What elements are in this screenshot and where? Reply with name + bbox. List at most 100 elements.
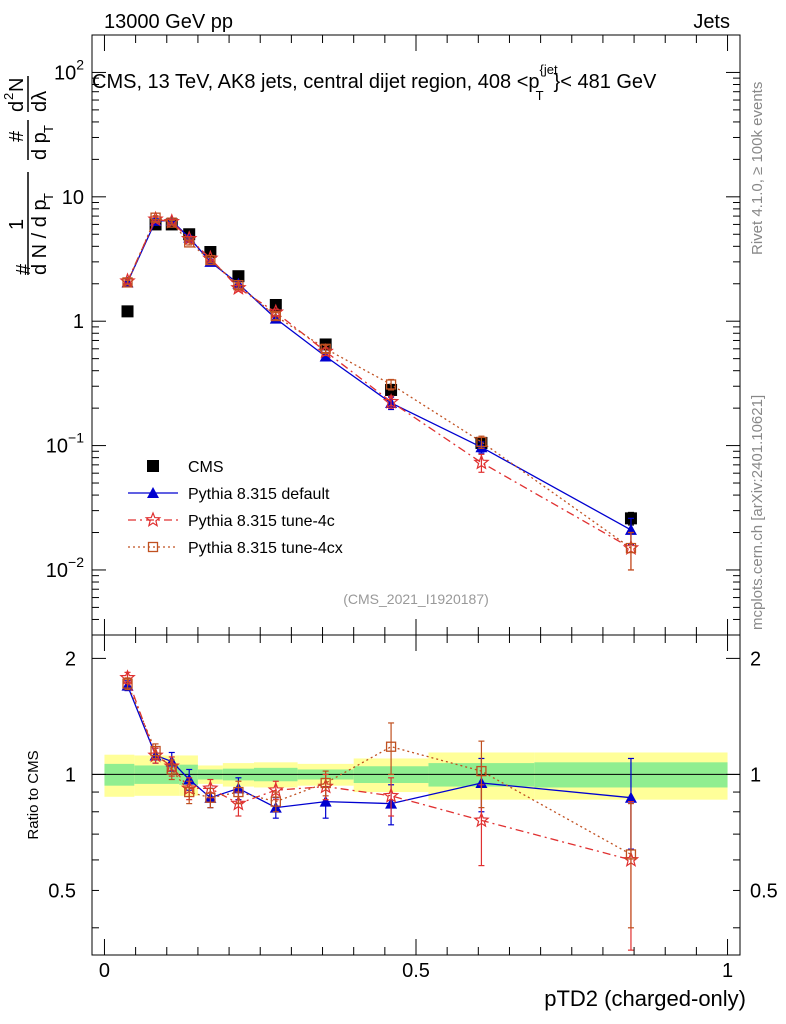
main-ytick-label-exp: 2 [76,56,84,72]
ylabel-dlambda: dλ [29,91,51,112]
x-tick-label-0: 0 [99,960,110,982]
ratio-ytick-label-right-1: 1 [750,764,761,786]
main-series [119,210,640,571]
legend-marker-0 [147,460,159,472]
ylabel-t-2: T [41,125,56,133]
header-left: 13000 GeV pp [104,11,233,33]
ylabel-dpt: d p [29,132,51,160]
ratio-point-2-9 [476,765,487,777]
legend-label-2: Pythia 8.315 tune-4c [188,513,335,530]
legend-marker-3 [147,541,159,553]
main-point-3-3 [184,237,195,248]
main-point-2-9 [473,453,490,470]
main-line-1 [126,220,632,531]
main-point-2-8 [382,393,400,409]
ratio-series-2 [122,677,637,929]
plot-title-sup: {jet [540,62,558,77]
mcplots-label: mcplots.cern.ch [arXiv:2401.10621] [749,395,766,630]
plot-title: CMS, 13 TeV, AK8 jets, central dijet reg… [92,62,657,103]
rivet-label: Rivet 4.1.0, ≥ 100k events [749,82,766,255]
legend-label-0: CMS [188,459,224,476]
main-ytick-label-exp: −2 [68,554,84,570]
ratio-point-2-4 [205,792,216,803]
ratio-point-0-10 [624,791,637,803]
main-ytick-label-base: 10 [46,560,68,582]
main-ytick-label-1: 10 [62,187,84,209]
main-ytick-label-base: 10 [54,62,76,84]
main-ytick-label-2: 1 [73,311,84,333]
x-tick-label-2: 1 [722,960,733,982]
ratio-point-2-6 [270,796,281,807]
main-point-3-5 [233,279,244,291]
ratio-point-1-8 [382,787,400,803]
main-ytick-label-base: 10 [46,436,68,458]
ylabel-dn-dpt: d N / d p [29,199,51,275]
ratio-series-1 [119,669,640,951]
main-point-3-10 [625,542,637,554]
main-ylabel: # 1 d N / d p T # d p T d 2 N dλ [1,76,56,275]
ylabel-hash-2: # [6,130,28,142]
ratio-ytick-label-right-0: 0.5 [750,880,778,902]
legend-label-3: Pythia 8.315 tune-4cx [188,540,343,557]
ratio-point-2-5 [233,786,244,798]
ratio-y-ticks: 0.5 0.5 1 1 2 2 [48,648,778,929]
legend: CMS Pythia 8.315 default Pythia 8.315 tune… [128,459,343,557]
x-tick-label-1: 0.5 [402,960,430,982]
ratio-point-2-1 [150,745,161,757]
ylabel-hash-1: # [13,263,35,275]
main-ytick-label-4: 10−2 [46,554,84,582]
main-line-3 [126,216,632,549]
plot-title-sub: T [536,88,544,103]
main-point-3-6 [270,310,281,322]
main-point-3-4 [205,254,216,266]
main-point-0-0 [121,305,134,318]
ratio-point-1-9 [473,811,490,828]
legend-label-1: Pythia 8.315 default [188,486,330,503]
ratio-point-1-5 [230,794,247,811]
ratio-ytick-label-left-1: 1 [65,764,76,786]
main-series-0 [121,218,637,526]
plot-title-tail: }< 481 GeV [554,71,658,93]
ylabel-two: 2 [1,93,16,100]
main-ytick-label-3: 10−1 [46,430,84,458]
ratio-point-2-7 [320,777,331,789]
ratio-ytick-label-right-2: 2 [750,648,761,670]
legend-marker-1 [147,487,159,498]
ratio-point-2-0 [122,678,133,689]
ratio-ylabel: Ratio to CMS [25,750,42,839]
x-axis-label: pTD2 (charged-only) [544,986,746,1011]
ratio-point-2-8 [385,741,397,752]
ylabel-one: 1 [6,219,28,230]
ratio-point-2-10 [625,849,637,860]
main-point-3-8 [385,379,397,390]
main-ytick-label-0: 102 [54,56,84,84]
main-ytick-label-base: 10 [62,187,84,209]
legend-marker-2 [144,511,162,528]
main-point-3-2 [166,217,177,228]
ratio-series [119,669,640,951]
ratio-panel: 0.5 0.5 1 1 2 2 Ratio to CMS [25,634,778,956]
ylabel-n: N [6,78,28,92]
ratio-point-2-2 [166,764,177,775]
plot-title-main: CMS, 13 TeV, AK8 jets, central dijet reg… [92,71,540,93]
header-right: Jets [693,11,730,33]
main-ytick-label-exp: −1 [68,430,84,446]
main-point-3-1 [150,212,161,223]
ratio-bands [104,752,728,800]
main-series-3 [122,212,637,571]
analysis-watermark: (CMS_2021_I1920187) [343,591,489,607]
ratio-point-2-3 [184,786,195,798]
main-ytick-label-base: 1 [73,311,84,333]
ylabel-d: d [6,101,28,112]
ratio-ytick-label-left-2: 2 [65,648,76,670]
main-point-3-9 [476,436,487,448]
main-point-0-5 [232,270,245,283]
ylabel-t-1: T [41,193,56,201]
x-axis: 0 0.5 1 [99,35,733,982]
main-point-3-0 [122,277,133,288]
ratio-point-0-7 [319,795,332,807]
main-point-3-7 [320,343,331,354]
ratio-ytick-label-left-0: 0.5 [48,880,76,902]
